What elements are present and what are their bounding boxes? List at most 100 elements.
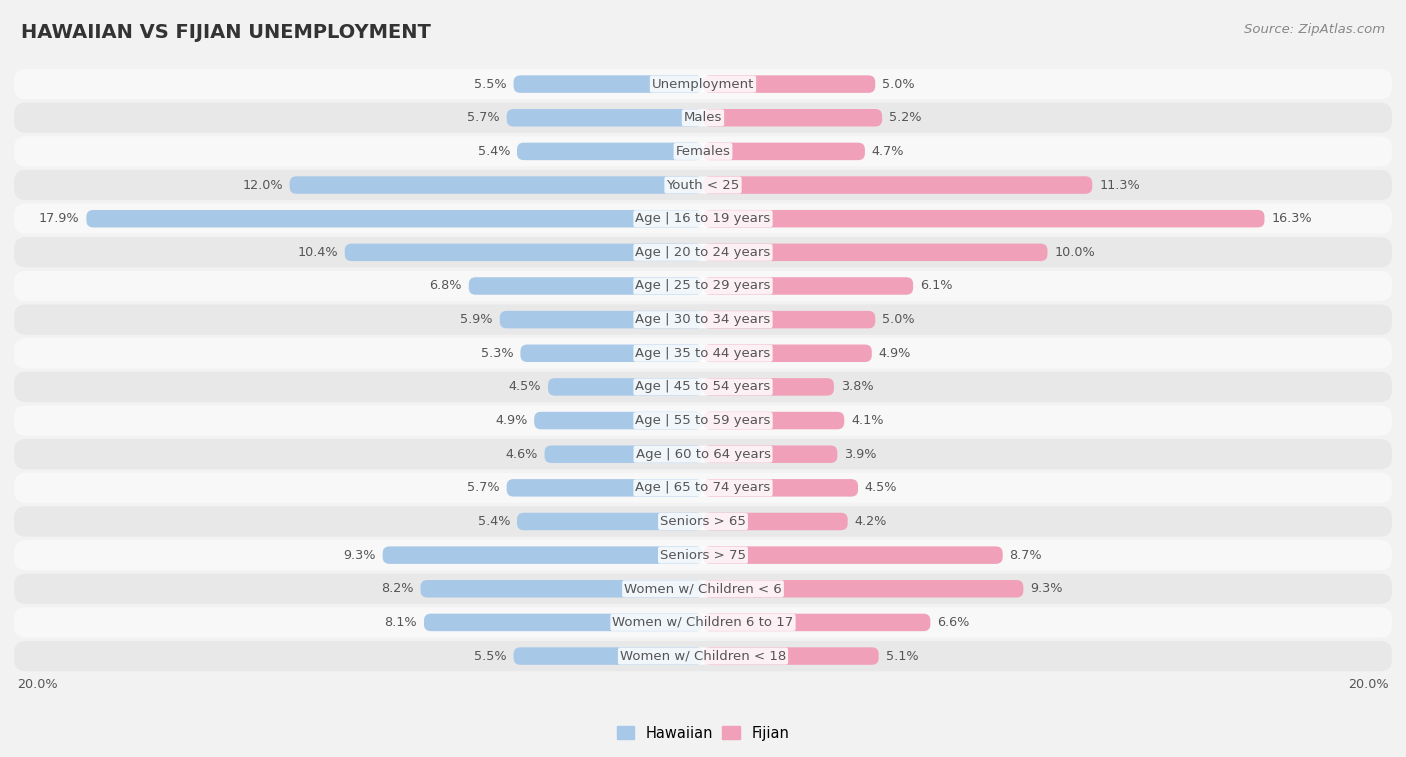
FancyBboxPatch shape	[506, 109, 703, 126]
Text: 4.1%: 4.1%	[851, 414, 883, 427]
Text: 16.3%: 16.3%	[1271, 212, 1312, 225]
FancyBboxPatch shape	[703, 109, 882, 126]
Text: Women w/ Children 6 to 17: Women w/ Children 6 to 17	[613, 616, 793, 629]
Text: Age | 30 to 34 years: Age | 30 to 34 years	[636, 313, 770, 326]
Text: 11.3%: 11.3%	[1099, 179, 1140, 192]
FancyBboxPatch shape	[425, 614, 703, 631]
FancyBboxPatch shape	[14, 136, 1392, 167]
Text: 6.1%: 6.1%	[920, 279, 952, 292]
FancyBboxPatch shape	[548, 378, 703, 396]
Text: Males: Males	[683, 111, 723, 124]
Text: 20.0%: 20.0%	[1348, 678, 1389, 691]
FancyBboxPatch shape	[517, 142, 703, 160]
FancyBboxPatch shape	[703, 412, 844, 429]
FancyBboxPatch shape	[290, 176, 703, 194]
Text: Source: ZipAtlas.com: Source: ZipAtlas.com	[1244, 23, 1385, 36]
Text: Age | 45 to 54 years: Age | 45 to 54 years	[636, 381, 770, 394]
FancyBboxPatch shape	[703, 277, 912, 294]
Text: Youth < 25: Youth < 25	[666, 179, 740, 192]
FancyBboxPatch shape	[14, 103, 1392, 133]
Text: 17.9%: 17.9%	[39, 212, 80, 225]
FancyBboxPatch shape	[14, 69, 1392, 99]
FancyBboxPatch shape	[468, 277, 703, 294]
FancyBboxPatch shape	[14, 304, 1392, 335]
Text: 5.7%: 5.7%	[467, 481, 499, 494]
Text: 8.1%: 8.1%	[384, 616, 418, 629]
Text: Age | 65 to 74 years: Age | 65 to 74 years	[636, 481, 770, 494]
FancyBboxPatch shape	[703, 378, 834, 396]
Text: 4.5%: 4.5%	[865, 481, 897, 494]
FancyBboxPatch shape	[513, 76, 703, 93]
FancyBboxPatch shape	[499, 311, 703, 329]
FancyBboxPatch shape	[506, 479, 703, 497]
Text: 4.7%: 4.7%	[872, 145, 904, 158]
Text: 5.4%: 5.4%	[478, 145, 510, 158]
FancyBboxPatch shape	[513, 647, 703, 665]
FancyBboxPatch shape	[86, 210, 703, 227]
Text: 9.3%: 9.3%	[343, 549, 375, 562]
Text: 5.1%: 5.1%	[886, 650, 918, 662]
Text: 4.5%: 4.5%	[509, 381, 541, 394]
FancyBboxPatch shape	[14, 607, 1392, 637]
Text: HAWAIIAN VS FIJIAN UNEMPLOYMENT: HAWAIIAN VS FIJIAN UNEMPLOYMENT	[21, 23, 432, 42]
FancyBboxPatch shape	[703, 547, 1002, 564]
FancyBboxPatch shape	[420, 580, 703, 597]
FancyBboxPatch shape	[520, 344, 703, 362]
Text: 5.7%: 5.7%	[467, 111, 499, 124]
Text: 5.0%: 5.0%	[882, 313, 915, 326]
FancyBboxPatch shape	[703, 580, 1024, 597]
Text: 5.0%: 5.0%	[882, 78, 915, 91]
Text: Seniors > 75: Seniors > 75	[659, 549, 747, 562]
FancyBboxPatch shape	[544, 445, 703, 463]
FancyBboxPatch shape	[703, 244, 1047, 261]
FancyBboxPatch shape	[703, 176, 1092, 194]
Text: 4.9%: 4.9%	[495, 414, 527, 427]
FancyBboxPatch shape	[14, 641, 1392, 671]
Text: 5.5%: 5.5%	[474, 78, 506, 91]
Text: 8.7%: 8.7%	[1010, 549, 1042, 562]
FancyBboxPatch shape	[14, 406, 1392, 436]
Text: 4.6%: 4.6%	[505, 447, 537, 461]
Text: 5.9%: 5.9%	[460, 313, 494, 326]
FancyBboxPatch shape	[703, 344, 872, 362]
FancyBboxPatch shape	[14, 472, 1392, 503]
Text: Age | 20 to 24 years: Age | 20 to 24 years	[636, 246, 770, 259]
Text: 5.5%: 5.5%	[474, 650, 506, 662]
Legend: Hawaiian, Fijian: Hawaiian, Fijian	[612, 720, 794, 746]
FancyBboxPatch shape	[703, 647, 879, 665]
FancyBboxPatch shape	[14, 372, 1392, 402]
Text: 5.3%: 5.3%	[481, 347, 513, 360]
Text: Women w/ Children < 6: Women w/ Children < 6	[624, 582, 782, 595]
FancyBboxPatch shape	[14, 574, 1392, 604]
Text: Age | 60 to 64 years: Age | 60 to 64 years	[636, 447, 770, 461]
Text: 5.2%: 5.2%	[889, 111, 921, 124]
FancyBboxPatch shape	[703, 479, 858, 497]
Text: 8.2%: 8.2%	[381, 582, 413, 595]
Text: 10.4%: 10.4%	[297, 246, 337, 259]
FancyBboxPatch shape	[14, 271, 1392, 301]
Text: 9.3%: 9.3%	[1031, 582, 1063, 595]
Text: 10.0%: 10.0%	[1054, 246, 1095, 259]
FancyBboxPatch shape	[703, 210, 1264, 227]
FancyBboxPatch shape	[703, 76, 875, 93]
FancyBboxPatch shape	[14, 237, 1392, 267]
Text: Seniors > 65: Seniors > 65	[659, 515, 747, 528]
Text: 5.4%: 5.4%	[478, 515, 510, 528]
Text: 12.0%: 12.0%	[242, 179, 283, 192]
FancyBboxPatch shape	[14, 506, 1392, 537]
FancyBboxPatch shape	[703, 512, 848, 530]
FancyBboxPatch shape	[517, 512, 703, 530]
Text: 3.8%: 3.8%	[841, 381, 873, 394]
FancyBboxPatch shape	[703, 142, 865, 160]
Text: 3.9%: 3.9%	[844, 447, 877, 461]
FancyBboxPatch shape	[703, 445, 838, 463]
FancyBboxPatch shape	[14, 439, 1392, 469]
FancyBboxPatch shape	[14, 338, 1392, 369]
FancyBboxPatch shape	[14, 204, 1392, 234]
FancyBboxPatch shape	[14, 540, 1392, 570]
Text: 4.9%: 4.9%	[879, 347, 911, 360]
Text: 6.8%: 6.8%	[429, 279, 461, 292]
FancyBboxPatch shape	[344, 244, 703, 261]
Text: Age | 55 to 59 years: Age | 55 to 59 years	[636, 414, 770, 427]
Text: 20.0%: 20.0%	[17, 678, 58, 691]
